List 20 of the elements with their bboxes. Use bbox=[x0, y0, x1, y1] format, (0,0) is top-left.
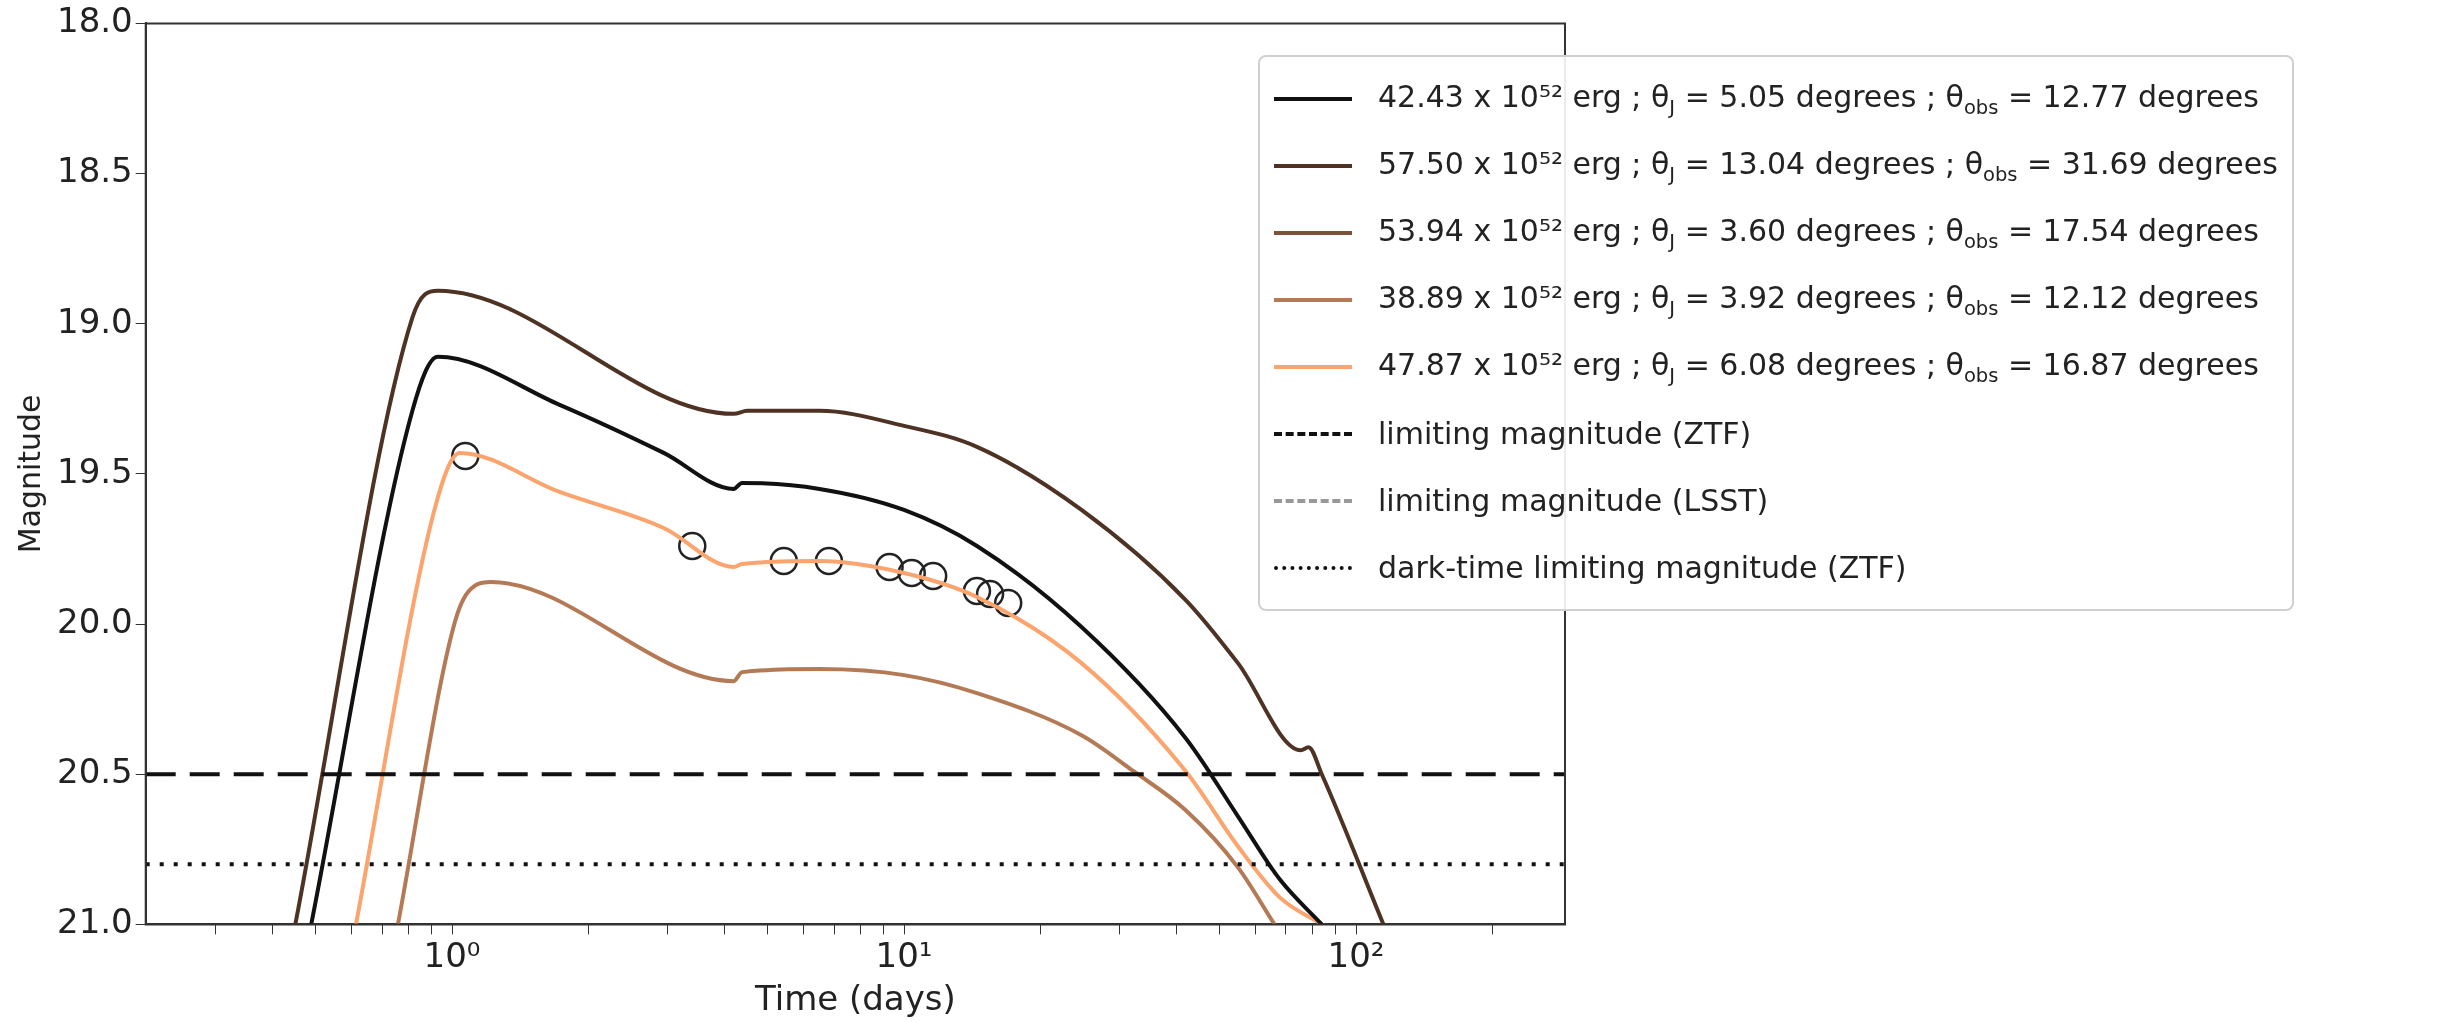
x-tick-label: 10² bbox=[1327, 934, 1385, 975]
legend-label: 53.94 x 10⁵² erg ; θ$_{J}$ = 3.60 degrees ; θ$_{obs}$ = 17.54 degrees bbox=[1378, 212, 2259, 253]
legend-label: 47.87 x 10⁵² erg ; θ$_{J}$ = 6.08 degrees ; θ$_{obs}$ = 16.87 degrees bbox=[1378, 346, 2259, 387]
y-tick-label: 19.5 bbox=[57, 450, 133, 491]
legend-label: dark-time limiting magnitude (ZTF) bbox=[1378, 550, 1907, 585]
y-tick-label: 20.0 bbox=[57, 600, 133, 641]
x-tick-label: 10¹ bbox=[875, 934, 933, 975]
x-tick-label: 10⁰ bbox=[423, 934, 481, 975]
y-tick-label: 19.0 bbox=[57, 300, 133, 341]
y-tick-label: 18.0 bbox=[57, 0, 133, 41]
y-tick-label: 21.0 bbox=[57, 901, 133, 942]
x-axis-title: Time (days) bbox=[753, 978, 956, 1019]
y-tick-label: 20.5 bbox=[57, 751, 133, 792]
y-axis-title: Magnitude bbox=[11, 394, 47, 554]
y-tick-label: 18.5 bbox=[57, 150, 133, 191]
legend-label: 42.43 x 10⁵² erg ; θ$_{J}$ = 5.05 degrees ; θ$_{obs}$ = 12.77 degrees bbox=[1378, 78, 2259, 119]
legend-label: 38.89 x 10⁵² erg ; θ$_{J}$ = 3.92 degrees ; θ$_{obs}$ = 12.12 degrees bbox=[1378, 279, 2259, 320]
text: limiting magnitude (LSST) bbox=[1378, 483, 1769, 518]
legend-label: limiting magnitude (ZTF) bbox=[1378, 416, 1752, 451]
legend-label: 57.50 x 10⁵² erg ; θ$_{J}$ = 13.04 degrees ; θ$_{obs}$ = 31.69 degrees bbox=[1378, 145, 2278, 186]
